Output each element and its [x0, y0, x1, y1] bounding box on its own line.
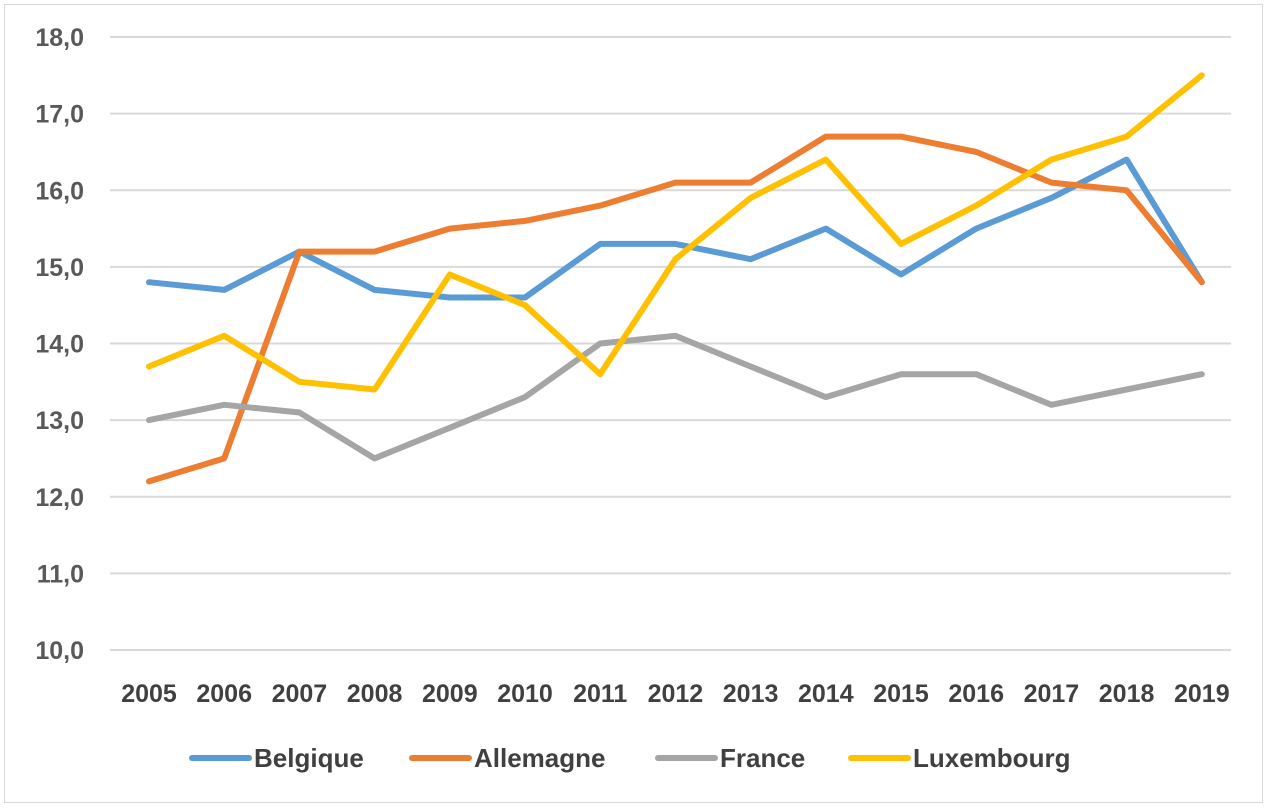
y-tick-label: 16,0 — [35, 177, 84, 205]
legend: Belgique Allemagne France Luxembourg — [189, 743, 1070, 773]
x-tick-label: 2012 — [648, 680, 704, 708]
series-line-luxembourg — [146, 72, 1205, 393]
gridlines — [110, 36, 1231, 651]
legend-label: Luxembourg — [913, 743, 1070, 773]
x-axis-tick-labels: 2005 2006 2007 2008 2009 2010 2011 2012 2013 2014… — [121, 680, 1229, 708]
x-tick-label: 2016 — [948, 680, 1004, 708]
x-tick-label: 2008 — [347, 680, 403, 708]
x-tick-label: 2015 — [873, 680, 929, 708]
x-tick-label: 2019 — [1174, 680, 1230, 708]
x-tick-label: 2011 — [573, 680, 627, 708]
x-tick-label: 2014 — [798, 680, 854, 708]
x-tick-label: 2007 — [272, 680, 328, 708]
y-tick-label: 12,0 — [35, 484, 84, 512]
y-tick-label: 15,0 — [35, 254, 84, 282]
y-tick-label: 18,0 — [35, 24, 84, 52]
y-tick-label: 10,0 — [35, 637, 84, 665]
x-tick-label: 2006 — [196, 680, 252, 708]
y-tick-label: 14,0 — [35, 331, 84, 359]
x-tick-label: 2010 — [497, 680, 553, 708]
series-line-france — [146, 332, 1205, 462]
series-line-belgique — [146, 156, 1205, 301]
x-tick-label: 2005 — [121, 680, 177, 708]
legend-label: Belgique — [254, 743, 364, 773]
series-line-allemagne — [146, 133, 1205, 485]
x-tick-label: 2017 — [1024, 680, 1080, 708]
series-lines — [146, 72, 1205, 485]
y-tick-label: 11,0 — [37, 560, 84, 588]
y-tick-label: 17,0 — [35, 101, 84, 129]
x-tick-label: 2013 — [723, 680, 779, 708]
legend-label: Allemagne — [474, 743, 606, 773]
y-tick-label: 13,0 — [35, 407, 84, 435]
y-axis-tick-labels: 10,0 11,0 12,0 13,0 14,0 15,0 16,0 17,0 18,0 — [35, 24, 84, 665]
x-tick-label: 2009 — [422, 680, 478, 708]
legend-label: France — [720, 743, 805, 773]
x-tick-label: 2018 — [1099, 680, 1155, 708]
